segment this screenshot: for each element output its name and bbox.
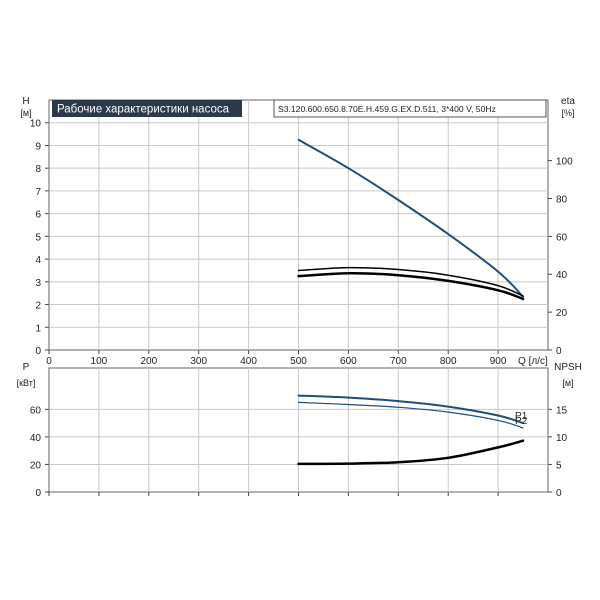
upper-x-tick-label: 600 (340, 356, 357, 367)
lower-left-tick-label: 60 (30, 405, 42, 416)
upper-x-tick-label: 200 (140, 356, 157, 367)
upper-left-tick-label: 6 (35, 210, 41, 221)
lower-right-tick-label: 15 (556, 405, 568, 416)
lower-series-label-p1: P1 (515, 411, 528, 422)
upper-right-tick-label: 100 (556, 157, 573, 168)
upper-left-tick-label: 0 (35, 346, 41, 357)
upper-x-tick-label: 100 (91, 356, 108, 367)
lower-right-axis-title: NPSH (554, 362, 582, 373)
upper-x-tick-label: 800 (440, 356, 457, 367)
upper-left-tick-label: 3 (35, 278, 41, 289)
upper-series-line-1 (297, 138, 524, 298)
lower-series-label-p2: P2 (515, 416, 528, 427)
lower-series-line-3 (297, 439, 525, 466)
upper-right-tick-label: 0 (556, 346, 562, 357)
upper-right-tick-label: 60 (556, 232, 568, 243)
upper-right-tick-label: 40 (556, 270, 568, 281)
upper-left-tick-label: 8 (35, 164, 41, 175)
upper-left-tick-label: 10 (30, 119, 42, 130)
upper-left-tick-label: 7 (35, 187, 41, 198)
upper-x-tick-label: 900 (490, 356, 507, 367)
upper-left-tick-label: 2 (35, 301, 41, 312)
upper-right-tick-label: 80 (556, 194, 568, 205)
lower-left-tick-label: 40 (30, 433, 42, 444)
upper-x-tick-label: 500 (290, 356, 307, 367)
lower-series-line-2 (297, 401, 524, 429)
upper-right-axis-unit: [%] (561, 108, 574, 118)
lower-right-tick-label: 10 (556, 433, 568, 444)
upper-left-tick-label: 9 (35, 141, 41, 152)
upper-x-tick-label: 300 (190, 356, 207, 367)
upper-x-tick-label: 0 (46, 356, 52, 367)
upper-right-tick-label: 20 (556, 308, 568, 319)
model-box (273, 99, 547, 118)
upper-x-tick-label: 400 (240, 356, 257, 367)
lower-left-tick-label: 20 (30, 460, 42, 471)
upper-right-axis-title: eta (561, 96, 575, 107)
upper-left-axis-unit: [м] (20, 108, 31, 118)
upper-x-tick-label: 700 (390, 356, 407, 367)
lower-right-axis-unit: [м] (562, 378, 573, 388)
upper-left-tick-label: 5 (35, 232, 41, 243)
chart-title: Рабочие характеристики насоса (57, 104, 230, 116)
upper-left-tick-label: 4 (35, 255, 41, 266)
upper-left-axis-title: H (22, 96, 29, 107)
lower-left-axis-title: P (23, 362, 30, 373)
upper-series-line-2 (297, 266, 524, 297)
lower-right-tick-label: 0 (556, 488, 562, 499)
upper-x-axis-title: Q [л/с] (518, 356, 548, 367)
lower-right-tick-label: 5 (556, 460, 562, 471)
lower-series-line-1 (297, 394, 524, 425)
lower-left-tick-label: 0 (35, 488, 41, 499)
lower-left-axis-unit: [кВт] (17, 378, 36, 388)
model-label: S3.120.600.650.8.70E.H.459.G.EX.D.511, 3… (278, 104, 496, 114)
title-box (52, 100, 242, 117)
upper-left-tick-label: 1 (35, 323, 41, 334)
upper-series-line-3 (297, 272, 525, 301)
